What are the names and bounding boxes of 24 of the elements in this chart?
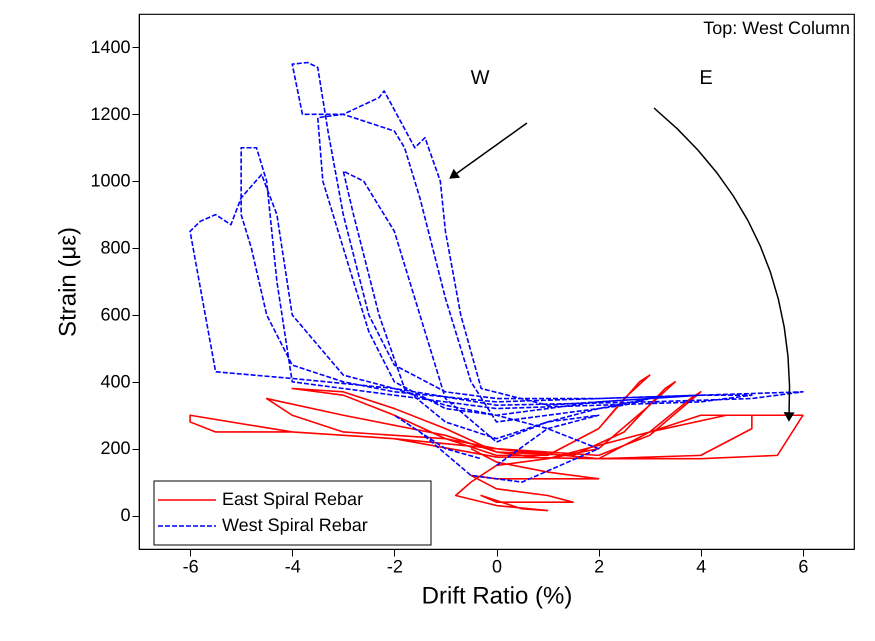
annotation: W (470, 67, 490, 89)
x-tick-label: 2 (594, 556, 604, 576)
y-tick-label: 1000 (90, 170, 130, 191)
y-tick-label: 600 (100, 304, 130, 324)
x-tick-label: 0 (492, 556, 502, 576)
line-series (189, 62, 804, 483)
line-series (189, 374, 804, 512)
annotation: E (699, 67, 713, 89)
y-tick-label: 800 (100, 238, 130, 258)
legend-label: West Spiral Rebar (222, 515, 368, 535)
x-tick-label: 4 (696, 556, 706, 576)
legend-label: East Spiral Rebar (222, 489, 364, 509)
y-axis-title: Strain (με) (54, 227, 82, 337)
x-tick-label: -6 (182, 556, 199, 576)
x-tick-label: 6 (798, 556, 808, 576)
y-tick-label: 200 (100, 438, 130, 458)
y-tick-label: 0 (120, 505, 130, 526)
y-tick-label: 1400 (90, 36, 130, 57)
x-tick-label: -2 (386, 556, 403, 576)
x-tick-label: -4 (284, 556, 301, 576)
y-tick-label: 1200 (90, 104, 130, 124)
annotation: Top: West Column (703, 18, 850, 38)
x-axis-title: Drift Ratio (%) (422, 582, 572, 610)
y-tick-label: 400 (100, 371, 130, 392)
